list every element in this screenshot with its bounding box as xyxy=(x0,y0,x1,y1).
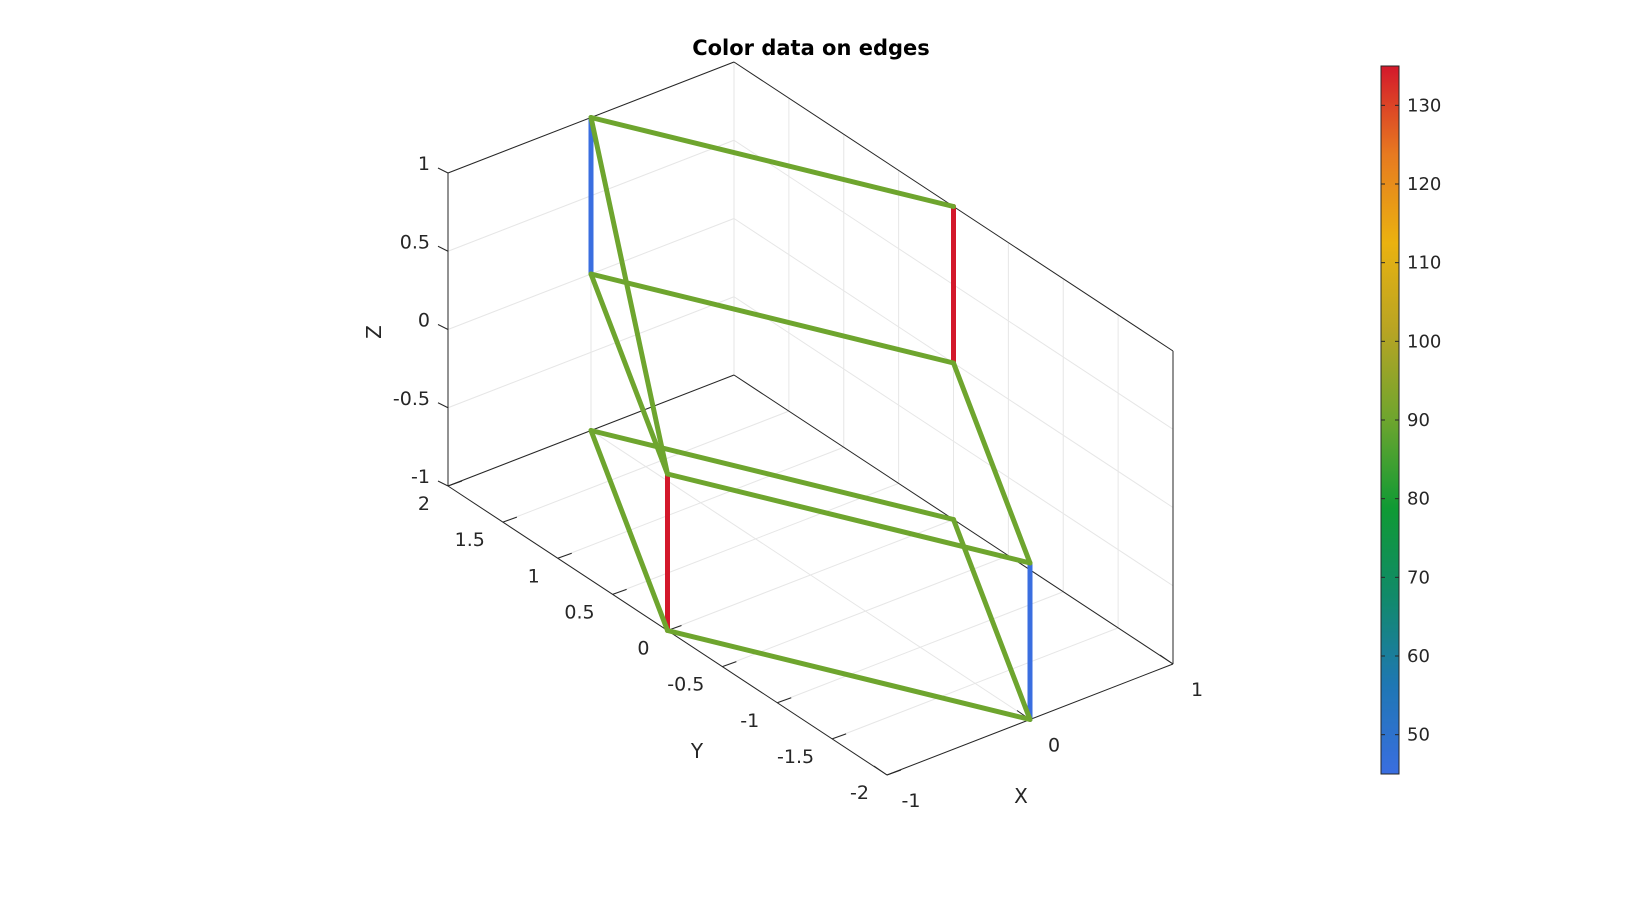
colorbar-tick-label: 110 xyxy=(1407,253,1441,274)
tick-marks xyxy=(437,167,1174,776)
z-tick-label: -1 xyxy=(411,466,430,488)
z-tick-label: 1 xyxy=(418,153,430,175)
axes-3d: -1 0 1 -2 -1.5 -1 -0.5 0 0.5 1 1.5 2 -1 -0.5 0 0.5 1 xyxy=(393,61,1203,812)
colorbar-tick-label: 80 xyxy=(1407,489,1430,510)
z-tick-label: 0.5 xyxy=(400,231,430,253)
edge-10 xyxy=(588,271,670,477)
z-tick xyxy=(437,480,449,487)
y-tick xyxy=(722,661,737,668)
y-tick xyxy=(447,480,463,487)
edge-7 xyxy=(588,428,956,522)
colorbar: 50 60 70 80 90 100 110 120 130 xyxy=(1380,65,1441,775)
z-tick-label: 0 xyxy=(418,310,430,332)
edge-13 xyxy=(588,115,956,209)
x-axis-label: X xyxy=(1014,784,1028,808)
z-tick-label: -0.5 xyxy=(393,388,430,410)
y-tick-label: 1 xyxy=(528,565,540,587)
colorbar-tick-label: 90 xyxy=(1407,410,1430,431)
plot-edges xyxy=(588,115,1033,722)
edge-8 xyxy=(665,471,1033,566)
y-tick-label: -1 xyxy=(740,710,759,732)
y-tick xyxy=(612,588,627,595)
y-tick-label: -2 xyxy=(850,782,869,804)
x-tick-label: 1 xyxy=(1191,679,1203,701)
y-tick-label: -0.5 xyxy=(667,674,704,696)
tick-labels: -1 0 1 -2 -1.5 -1 -0.5 0 0.5 1 1.5 2 -1 -0.5 0 0.5 1 xyxy=(393,153,1203,812)
grid-line-wall-z xyxy=(733,296,1174,587)
z-axis-label: Z xyxy=(362,325,386,339)
colorbar-tick-label: 130 xyxy=(1407,95,1441,116)
y-tick xyxy=(886,769,902,776)
y-axis-label: Y xyxy=(690,739,704,763)
edge-4 xyxy=(665,628,1033,722)
x-tick-label: -1 xyxy=(902,790,921,812)
colorbar-tick-label: 60 xyxy=(1407,646,1430,667)
y-tick-label: 0 xyxy=(637,638,649,660)
y-tick-label: -1.5 xyxy=(777,746,814,768)
edge-12 xyxy=(588,115,670,477)
y-tick xyxy=(831,733,847,740)
colorbar-tick-label: 100 xyxy=(1407,331,1441,352)
edge-11 xyxy=(588,271,956,366)
edge-5 xyxy=(951,517,1033,722)
z-tick xyxy=(437,324,449,330)
grid-line-side-z xyxy=(447,296,735,409)
x-tick xyxy=(873,765,888,776)
y-tick-label: 1.5 xyxy=(455,529,485,551)
y-tick xyxy=(557,552,572,559)
x-tick xyxy=(1159,654,1174,665)
colorbar-tick-label: 120 xyxy=(1407,174,1441,195)
x-tick-label: 0 xyxy=(1048,735,1060,757)
y-tick xyxy=(777,697,792,704)
y-tick-label: 0.5 xyxy=(564,601,594,623)
y-tick xyxy=(502,516,518,523)
z-tick xyxy=(437,245,449,252)
edge-6 xyxy=(588,428,670,633)
edge-9 xyxy=(951,360,1033,566)
colorbar-ticks: 50 60 70 80 90 100 110 120 130 xyxy=(1381,95,1441,746)
colorbar-tick-label: 70 xyxy=(1407,567,1430,588)
z-tick xyxy=(437,167,449,174)
colorbar-tick-label: 50 xyxy=(1407,725,1430,746)
z-tick xyxy=(437,402,449,409)
y-tick-label: 2 xyxy=(418,493,430,515)
chart-title: Color data on edges xyxy=(692,36,930,60)
grid-line-floor-x xyxy=(590,430,1031,720)
